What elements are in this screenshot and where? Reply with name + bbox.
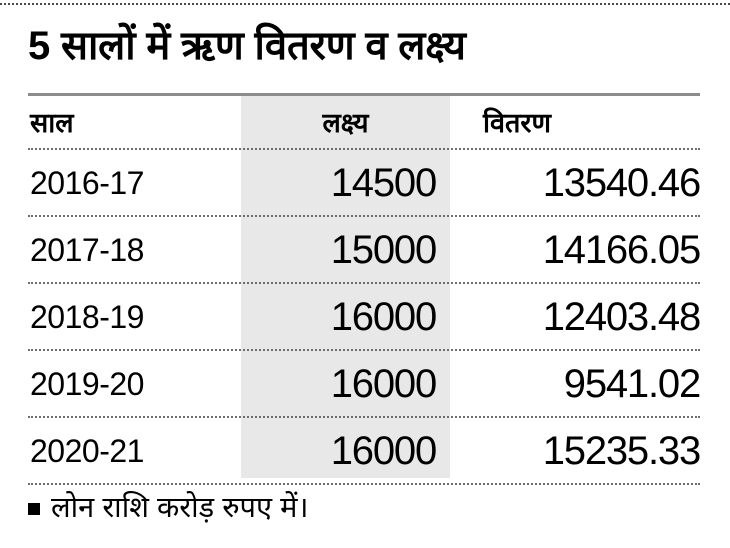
title-divider xyxy=(28,93,700,96)
cell-year: 2020-21 xyxy=(30,433,144,469)
cell-year: 2017-18 xyxy=(30,232,144,268)
data-table: साल लक्ष्य वितरण 2016-17 14500 13540.46 … xyxy=(28,96,701,485)
cell-target: 16000 xyxy=(330,429,437,473)
table-row: 2020-21 16000 15235.33 xyxy=(28,418,701,485)
cell-year: 2018-19 xyxy=(30,299,144,335)
table-row: 2016-17 14500 13540.46 xyxy=(28,150,701,217)
table-row: 2018-19 16000 12403.48 xyxy=(28,284,701,351)
cell-year: 2016-17 xyxy=(30,165,144,201)
cell-target: 16000 xyxy=(330,362,437,406)
column-header-year: साल xyxy=(30,107,74,138)
table-row: 2017-18 15000 14166.05 xyxy=(28,217,701,284)
cell-year: 2019-20 xyxy=(30,366,144,402)
cell-disbursed: 13540.46 xyxy=(542,161,701,205)
cell-disbursed: 14166.05 xyxy=(542,228,701,272)
table-row: 2019-20 16000 9541.02 xyxy=(28,351,701,418)
target-column-highlight xyxy=(241,96,450,478)
footnote: लोन राशि करोड़ रुपए में। xyxy=(28,494,308,523)
table-header-row: साल लक्ष्य वितरण xyxy=(28,96,700,150)
cell-disbursed: 12403.48 xyxy=(542,295,701,339)
cell-target: 16000 xyxy=(330,295,437,339)
page-title: 5 सालों में ऋण वितरण व लक्ष्य xyxy=(28,24,466,68)
cell-disbursed: 9541.02 xyxy=(563,362,701,406)
column-header-disbursed: वितरण xyxy=(483,107,551,138)
column-header-target: लक्ष्य xyxy=(322,107,369,138)
cell-disbursed: 15235.33 xyxy=(542,429,701,473)
footnote-text: लोन राशि करोड़ रुपए में। xyxy=(51,492,309,524)
cell-target: 14500 xyxy=(330,161,437,205)
square-bullet-icon xyxy=(28,502,40,515)
cell-target: 15000 xyxy=(330,228,437,272)
top-divider xyxy=(0,3,730,5)
